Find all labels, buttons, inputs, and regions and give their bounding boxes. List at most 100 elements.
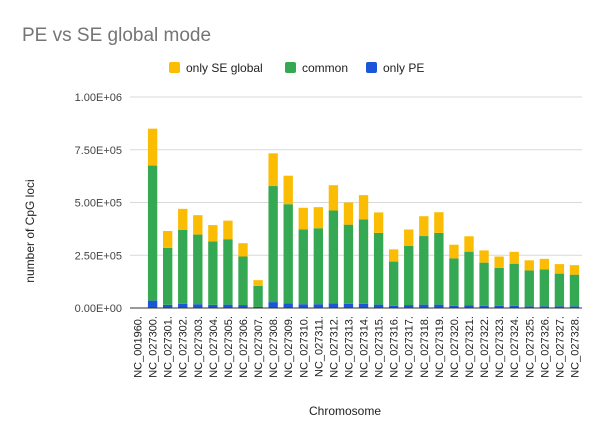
legend-label: common <box>302 61 348 75</box>
bar-segment <box>554 306 565 308</box>
bar-segment <box>404 305 414 308</box>
bar-segment <box>268 153 278 187</box>
bar-segment <box>178 303 188 308</box>
bar-segment <box>147 165 158 301</box>
legend-swatch <box>285 62 296 73</box>
bar-segment <box>358 195 369 220</box>
x-tick-label: NC_027307. <box>253 316 265 378</box>
x-tick-label: NC_001960. <box>133 316 145 378</box>
x-tick-label: NC_027317. <box>404 316 416 378</box>
bar-segment <box>539 258 550 270</box>
x-tick-label: NC_027302. <box>178 316 190 378</box>
x-axis-label: Chromosome <box>309 404 381 418</box>
bar-segment <box>388 305 399 308</box>
bar-segment <box>162 230 173 248</box>
bar-segment <box>388 249 399 262</box>
x-tick-label: NC_027304. <box>208 316 220 378</box>
bar-segment <box>283 303 293 308</box>
bar-segment <box>569 274 580 307</box>
bar-segment <box>208 241 218 305</box>
bar-segment <box>253 306 263 308</box>
bar-segment <box>434 212 444 233</box>
bar-segment <box>313 304 324 308</box>
x-tick-label: NC_027309. <box>283 316 295 378</box>
bar-segment <box>464 251 474 306</box>
x-tick-label: NC_027308. <box>268 316 280 378</box>
x-tick-label: NC_027312. <box>328 316 340 378</box>
bar-segment <box>238 243 248 257</box>
bar-segment <box>193 304 203 308</box>
x-tick-label: NC_027303. <box>193 316 205 378</box>
bar-segment <box>419 236 429 305</box>
bar-segment <box>449 305 459 308</box>
bar-segment <box>388 261 399 306</box>
bar-segment <box>313 228 324 305</box>
x-tick-label: NC_027326. <box>539 316 551 378</box>
bar-segment <box>328 185 339 211</box>
bar-segment <box>238 305 248 308</box>
bar-segment <box>268 186 278 303</box>
bar-segment <box>178 229 188 304</box>
bar-segment <box>524 270 534 307</box>
gridlines <box>130 96 582 256</box>
y-axis-ticks: 0.00E+00 2.50E+05 5.00E+05 7.50E+05 1.00E+06 <box>75 92 122 315</box>
bar-segment <box>569 265 580 275</box>
bar-segment <box>358 303 369 308</box>
bar-segment <box>208 304 218 308</box>
x-tick-label: NC_027310. <box>298 316 310 378</box>
bar-segment <box>162 247 173 305</box>
bar-segment <box>479 262 489 306</box>
x-tick-label: NC_027328. <box>569 316 581 378</box>
bar-segment <box>298 207 308 230</box>
x-tick-label: NC_027313. <box>343 316 355 378</box>
x-tick-label: NC_027314. <box>359 316 371 378</box>
x-tick-label: NC_027319. <box>434 316 446 378</box>
y-tick-label: 7.50E+05 <box>75 145 122 157</box>
y-tick-label: 2.50E+05 <box>75 250 122 262</box>
bar-segment <box>373 304 384 308</box>
bar-segment <box>238 256 248 306</box>
legend-swatch <box>169 62 180 73</box>
legend-label: only SE global <box>186 61 263 75</box>
bars <box>147 128 580 308</box>
bar-segment <box>328 303 339 308</box>
x-tick-label: NC_027300. <box>148 316 160 378</box>
bar-segment <box>449 258 459 306</box>
bar-segment <box>404 245 414 306</box>
bar-segment <box>554 273 565 307</box>
bar-segment <box>193 215 203 235</box>
bar-segment <box>147 300 158 308</box>
bar-segment <box>373 232 384 305</box>
x-tick-label: NC_027306. <box>238 316 250 378</box>
bar-segment <box>343 224 354 304</box>
bar-segment <box>147 128 158 166</box>
x-axis-ticks: NC_001960. NC_027300. NC_027301. NC_027302.… <box>133 316 582 378</box>
bar-segment <box>464 305 474 308</box>
bar-segment <box>539 306 550 308</box>
bar-segment <box>509 263 519 306</box>
bar-segment <box>283 204 293 304</box>
bar-segment <box>298 229 308 305</box>
bar-segment <box>479 250 489 263</box>
bar-segment <box>253 285 263 307</box>
bar-segment <box>268 302 278 308</box>
bar-segment <box>419 216 429 237</box>
bar-segment <box>223 239 233 305</box>
chart-title: PE vs SE global mode <box>22 25 211 46</box>
bar-segment <box>193 234 203 305</box>
bar-segment <box>313 207 324 229</box>
bar-segment <box>434 232 444 305</box>
bar-segment <box>434 304 444 308</box>
bar-segment <box>328 210 339 304</box>
bar-segment <box>449 244 459 259</box>
bar-segment <box>253 280 263 286</box>
x-tick-label: NC_027316. <box>389 316 401 378</box>
bar-segment <box>509 251 519 264</box>
bar-segment <box>494 305 504 308</box>
bar-segment <box>162 304 173 308</box>
bar-segment <box>524 260 534 271</box>
y-tick-label: 5.00E+05 <box>75 198 122 210</box>
x-tick-label: NC_027320. <box>449 316 461 378</box>
bar-segment <box>479 305 489 308</box>
bar-segment <box>404 229 414 246</box>
